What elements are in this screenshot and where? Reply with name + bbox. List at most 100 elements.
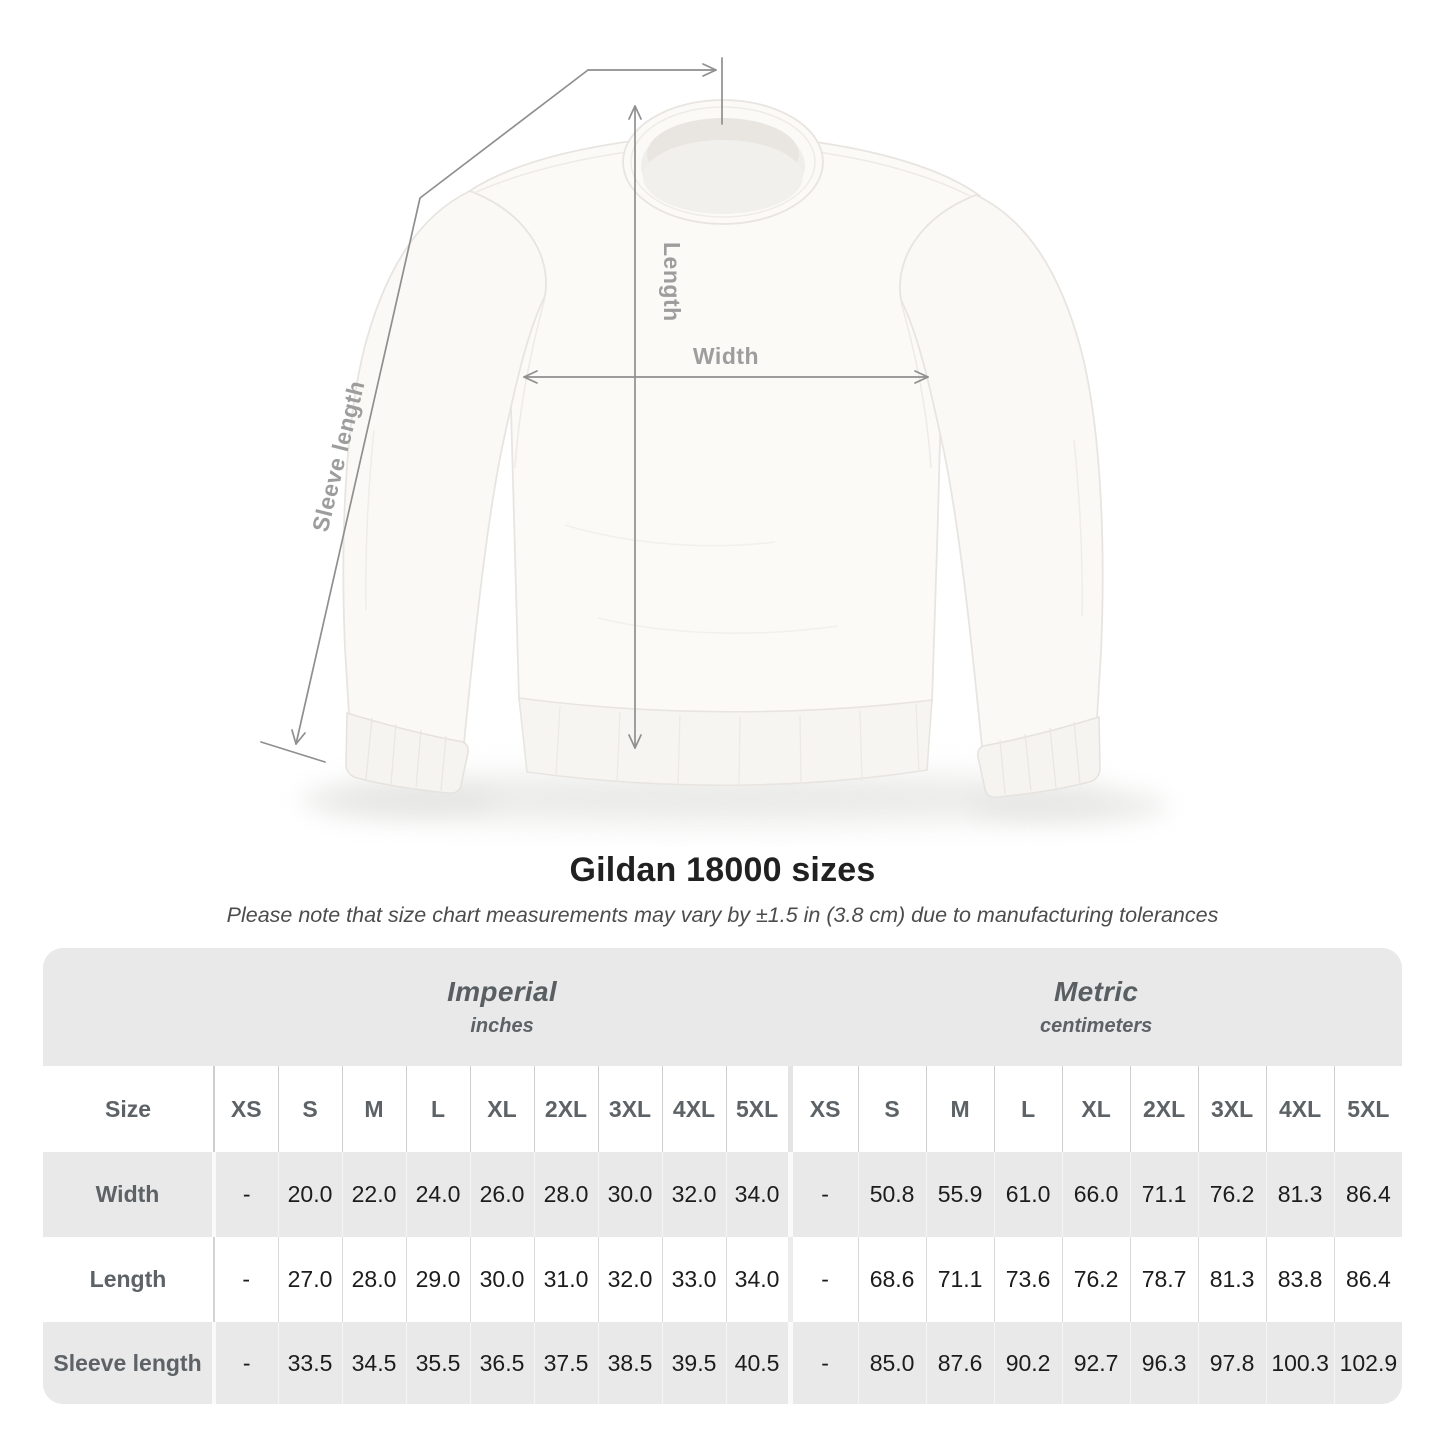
- imperial-value-cell: -: [213, 1237, 278, 1322]
- metric-value-cell: 68.6: [857, 1237, 927, 1322]
- row-label-cell: Sleeve length: [43, 1322, 214, 1404]
- metric-value-cell: 66.0: [1061, 1152, 1131, 1237]
- product-measurement-diagram: Length Width Sleeve length: [260, 57, 1168, 822]
- metric-value-cell: 85.0: [857, 1322, 927, 1404]
- size-header-row: Size XS S M L XL 2XL 3XL 4XL 5XL XS S M L XL 2XL 3XL 4XL…: [43, 1066, 1402, 1152]
- length-arrow: [628, 105, 642, 749]
- metric-size-4xl: 4XL: [1265, 1066, 1335, 1152]
- imperial-value-cell: 20.0: [277, 1152, 342, 1237]
- sweatshirt-illustration: Length Width Sleeve length: [260, 57, 1168, 822]
- imperial-value-cell: 31.0: [533, 1237, 598, 1322]
- imperial-value-cell: 28.0: [341, 1237, 406, 1322]
- imperial-value-cell: 26.0: [469, 1152, 534, 1237]
- imperial-value-cell: 35.5: [405, 1322, 470, 1404]
- width-arrow: [523, 370, 929, 384]
- metric-value-cell: 92.7: [1061, 1322, 1131, 1404]
- imperial-value-cell: -: [212, 1152, 278, 1237]
- metric-value-cell: 78.7: [1129, 1237, 1199, 1322]
- imperial-size-5xl: 5XL: [725, 1066, 791, 1152]
- metric-size-l: L: [993, 1066, 1063, 1152]
- sweatshirt-body: [466, 136, 982, 787]
- imperial-value-cell: 32.0: [661, 1152, 726, 1237]
- imperial-value-cell: 32.0: [597, 1237, 662, 1322]
- metric-value-cell: 73.6: [993, 1237, 1063, 1322]
- imperial-size-2xl: 2XL: [533, 1066, 598, 1152]
- measurement-row: Sleeve length -33.5 34.5 35.5 36.5 37.5 38.5 39…: [43, 1322, 1402, 1404]
- metric-value-cell: 83.8: [1265, 1237, 1335, 1322]
- metric-size-s: S: [857, 1066, 927, 1152]
- metric-value-cell: 87.6: [925, 1322, 995, 1404]
- size-column-header: Size: [43, 1066, 214, 1152]
- imperial-size-3xl: 3XL: [597, 1066, 662, 1152]
- metric-value-cell: 71.1: [925, 1237, 995, 1322]
- imperial-value-cell: 40.5: [725, 1322, 791, 1404]
- metric-size-5xl: 5XL: [1333, 1066, 1402, 1152]
- metric-value-cell: 81.3: [1265, 1152, 1335, 1237]
- metric-value-cell: 86.4: [1333, 1237, 1402, 1322]
- measurement-annotations: [260, 57, 929, 763]
- imperial-value-cell: 36.5: [469, 1322, 534, 1404]
- metric-group-unit: centimeters: [1039, 1015, 1153, 1037]
- sweatshirt-sleeves: [342, 190, 1104, 798]
- metric-size-xs: XS: [787, 1066, 859, 1152]
- width-label: Width: [693, 343, 759, 369]
- metric-value-cell: -: [787, 1152, 859, 1237]
- metric-value-cell: 90.2: [993, 1322, 1063, 1404]
- metric-value-cell: 50.8: [857, 1152, 927, 1237]
- metric-value-cell: 81.3: [1197, 1237, 1267, 1322]
- sweatshirt-collar: [622, 99, 824, 225]
- metric-value-cell: 61.0: [993, 1152, 1063, 1237]
- imperial-value-cell: 30.0: [469, 1237, 534, 1322]
- metric-group-title: Metric: [1053, 976, 1139, 1007]
- metric-value-cell: 96.3: [1129, 1322, 1199, 1404]
- length-label: Length: [659, 242, 685, 322]
- metric-value-cell: 102.9: [1333, 1322, 1402, 1404]
- imperial-value-cell: 30.0: [597, 1152, 662, 1237]
- imperial-size-l: L: [405, 1066, 470, 1152]
- size-chart-body: Width -20.0 22.0 24.0 26.0 28.0 30.0 32.0 34.0-5…: [43, 1152, 1402, 1404]
- row-label-cell: Width: [43, 1152, 214, 1237]
- imperial-value-cell: 24.0: [405, 1152, 470, 1237]
- row-label-cell: Length: [43, 1237, 214, 1322]
- metric-value-cell: 76.2: [1197, 1152, 1267, 1237]
- metric-value-cell: 76.2: [1061, 1237, 1131, 1322]
- metric-group-header: Metric centimeters: [790, 948, 1402, 1066]
- caption-block: Gildan 18000 sizes Please note that size…: [0, 846, 1445, 928]
- imperial-value-cell: 34.0: [725, 1237, 791, 1322]
- imperial-size-xs: XS: [213, 1066, 278, 1152]
- unit-band-corner: [43, 948, 214, 1066]
- garment-shadow: [300, 774, 1168, 822]
- imperial-value-cell: 38.5: [597, 1322, 662, 1404]
- metric-value-cell: 100.3: [1265, 1322, 1335, 1404]
- imperial-value-cell: 33.0: [661, 1237, 726, 1322]
- imperial-value-cell: 37.5: [533, 1322, 598, 1404]
- imperial-size-xl: XL: [469, 1066, 534, 1152]
- imperial-size-4xl: 4XL: [661, 1066, 726, 1152]
- size-chart-table: Imperial inches Metric centimeters Size …: [43, 948, 1402, 1404]
- metric-value-cell: 86.4: [1333, 1152, 1402, 1237]
- imperial-value-cell: 27.0: [277, 1237, 342, 1322]
- metric-size-3xl: 3XL: [1197, 1066, 1267, 1152]
- imperial-group-header: Imperial inches: [214, 948, 791, 1066]
- imperial-value-cell: 39.5: [661, 1322, 726, 1404]
- metric-size-2xl: 2XL: [1129, 1066, 1199, 1152]
- metric-size-m: M: [925, 1066, 995, 1152]
- imperial-value-cell: 33.5: [277, 1322, 342, 1404]
- imperial-value-cell: 34.0: [725, 1152, 791, 1237]
- metric-size-xl: XL: [1061, 1066, 1131, 1152]
- shoulder-point-arrow: [587, 57, 723, 125]
- imperial-value-cell: -: [212, 1322, 278, 1404]
- imperial-group-unit: inches: [470, 1015, 534, 1037]
- metric-value-cell: 55.9: [925, 1152, 995, 1237]
- imperial-group-title: Imperial: [447, 976, 557, 1007]
- imperial-value-cell: 22.0: [341, 1152, 406, 1237]
- measurement-row: Length -27.0 28.0 29.0 30.0 31.0 32.0 33.0 34.0-…: [43, 1237, 1402, 1322]
- imperial-value-cell: 34.5: [341, 1322, 406, 1404]
- metric-value-cell: 97.8: [1197, 1322, 1267, 1404]
- page-title: Gildan 18000 sizes: [569, 851, 876, 889]
- tolerance-note: Please note that size chart measurements…: [226, 903, 1219, 927]
- metric-value-cell: -: [787, 1322, 859, 1404]
- sleeve-length-arrow: [260, 69, 589, 763]
- measurement-row: Width -20.0 22.0 24.0 26.0 28.0 30.0 32.0 34.0-5…: [43, 1152, 1402, 1237]
